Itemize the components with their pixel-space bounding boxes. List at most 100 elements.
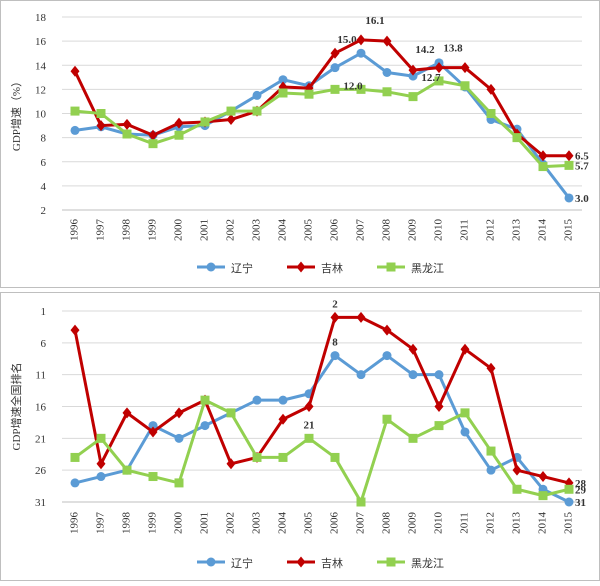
point xyxy=(278,413,288,425)
point xyxy=(70,65,80,77)
point xyxy=(226,458,236,470)
y-tick-label: 16 xyxy=(35,402,47,414)
point xyxy=(96,120,106,132)
y-tick-label: 6 xyxy=(41,338,47,350)
point xyxy=(512,133,522,143)
point xyxy=(434,62,444,74)
point xyxy=(96,472,106,482)
data-label: 28 xyxy=(575,478,587,490)
point xyxy=(486,83,496,95)
x-tick-label: 1997 xyxy=(95,512,107,535)
point xyxy=(356,370,366,380)
y-tick-label: 31 xyxy=(35,497,46,509)
x-tick-label: 2013 xyxy=(511,512,523,535)
point xyxy=(408,71,418,81)
point xyxy=(206,262,216,272)
point xyxy=(382,67,392,77)
x-tick-label: 2000 xyxy=(173,219,185,242)
x-tick-label: 2008 xyxy=(381,219,393,242)
point xyxy=(382,351,392,361)
x-tick-label: 2012 xyxy=(485,512,497,534)
point xyxy=(330,311,340,323)
data-label: 29 xyxy=(575,484,587,496)
point xyxy=(174,407,184,419)
x-tick-label: 2007 xyxy=(355,219,367,242)
x-tick-label: 2006 xyxy=(329,512,341,535)
point xyxy=(122,129,132,139)
y-tick-label: 2 xyxy=(41,205,47,217)
point xyxy=(70,324,80,336)
y-tick-label: 11 xyxy=(35,370,46,382)
point xyxy=(386,262,396,272)
point xyxy=(408,343,418,355)
point xyxy=(70,478,80,488)
series-line xyxy=(74,51,571,199)
x-tick-label: 1998 xyxy=(121,512,133,535)
point xyxy=(408,92,418,102)
point xyxy=(148,426,158,438)
x-tick-label: 2005 xyxy=(303,512,315,535)
point xyxy=(200,395,210,405)
point xyxy=(434,421,444,431)
point xyxy=(70,106,80,116)
point xyxy=(434,401,444,412)
legend-label: 吉林 xyxy=(321,261,343,275)
point xyxy=(460,408,470,418)
point xyxy=(382,35,392,47)
point xyxy=(356,34,366,46)
point xyxy=(408,64,418,76)
point xyxy=(70,452,80,462)
x-tick-label: 2014 xyxy=(537,512,549,535)
legend-label: 辽宁 xyxy=(231,261,253,275)
point xyxy=(252,452,262,462)
point xyxy=(226,408,236,418)
point xyxy=(174,433,184,443)
x-tick-label: 2012 xyxy=(485,219,497,241)
point xyxy=(434,76,444,86)
point xyxy=(252,106,262,116)
y-axis-title: GDP增速（%） xyxy=(9,76,23,151)
point xyxy=(96,109,106,118)
point xyxy=(174,478,184,488)
x-tick-label: 1997 xyxy=(95,219,107,242)
data-label: 13.8 xyxy=(443,43,463,55)
point xyxy=(330,63,340,73)
x-tick-label: 2009 xyxy=(407,219,419,242)
legend-label: 辽宁 xyxy=(231,556,253,570)
data-label: 14.2 xyxy=(415,44,435,56)
x-tick-label: 2001 xyxy=(199,219,211,241)
point xyxy=(70,125,80,135)
y-tick-label: 1 xyxy=(41,306,47,318)
point xyxy=(330,84,340,94)
x-tick-label: 1998 xyxy=(121,219,133,242)
x-tick-label: 2015 xyxy=(563,512,575,535)
point xyxy=(564,150,574,162)
y-tick-label: 6 xyxy=(41,157,47,169)
x-tick-label: 2010 xyxy=(433,219,445,242)
y-tick-label: 4 xyxy=(41,181,47,193)
point xyxy=(330,452,340,462)
x-tick-label: 2001 xyxy=(199,512,211,534)
legend-label: 黑龙江 xyxy=(411,262,444,275)
x-tick-label: 1996 xyxy=(69,512,81,535)
legend-label: 吉林 xyxy=(321,556,343,570)
point xyxy=(382,414,392,424)
point xyxy=(460,343,470,355)
panel xyxy=(0,0,600,288)
point xyxy=(356,311,366,323)
point xyxy=(538,150,548,162)
point xyxy=(304,433,314,443)
point xyxy=(564,497,574,507)
x-tick-label: 2009 xyxy=(407,512,419,535)
x-tick-label: 1999 xyxy=(147,512,159,535)
data-label: 12.0 xyxy=(343,80,363,92)
point xyxy=(200,421,210,431)
point xyxy=(356,497,366,507)
x-tick-label: 2011 xyxy=(459,219,471,241)
x-tick-label: 2014 xyxy=(537,219,549,242)
x-tick-label: 2008 xyxy=(381,512,393,535)
point xyxy=(356,48,366,58)
point xyxy=(148,139,158,149)
point xyxy=(434,370,444,380)
